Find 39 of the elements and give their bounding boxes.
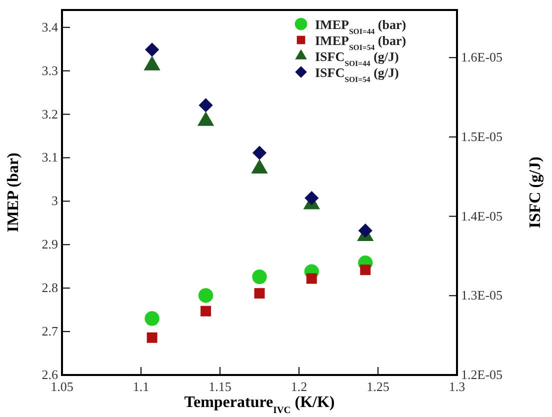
point (306, 273, 317, 284)
y2-tick-label: 1.5E-05 (461, 128, 503, 144)
y-axis-title: IMEP (bar) (5, 152, 22, 232)
point (200, 306, 212, 316)
point (198, 98, 213, 112)
y-tick-label: 3 (52, 193, 58, 208)
x-tick-label: 1.15 (208, 379, 232, 394)
legend-label: ISFC$_{SOI=54}$ (g/J) (315, 65, 399, 84)
x-tick-label: 1.1 (132, 379, 150, 394)
legend-label: IMEP$_{SOI=44}$ (bar) (315, 17, 406, 36)
y-tick-label: 2.6 (42, 367, 58, 382)
y-tick-label: 2.8 (42, 280, 58, 296)
x-tick-label: 1.3 (448, 379, 466, 394)
point (360, 264, 371, 276)
y2-tick-label: 1.6E-05 (461, 50, 503, 65)
point (251, 159, 268, 174)
y2-tick-label: 1.4E-05 (461, 208, 503, 224)
x-tick-label: 1.25 (366, 379, 390, 394)
y-tick-label: 3.3 (42, 62, 58, 78)
point (144, 311, 160, 326)
y-tick-label: 3.2 (42, 106, 58, 122)
legend-label: ISFC$_{SOI=44}$ (g/J) (315, 49, 399, 68)
point (254, 288, 265, 299)
y-tick-label: 3.1 (42, 150, 58, 165)
point (144, 42, 160, 57)
point (252, 146, 267, 160)
x-tick-label: 1.2 (290, 379, 308, 394)
y-tick-label: 2.9 (42, 236, 58, 252)
x-tick-label: 1.05 (50, 379, 74, 394)
y2-axis-title: ISFC (g/J) (527, 156, 544, 228)
y-tick-label: 3.4 (42, 19, 58, 34)
point (252, 269, 267, 284)
y-tick-label: 2.7 (42, 324, 58, 339)
y2-tick-label: 1.3E-05 (461, 288, 503, 303)
y2-tick-label: 1.2E-05 (461, 367, 503, 382)
x-axis-title: Temperature$_{IVC}$ (K/K) (184, 394, 335, 416)
legend-label: IMEP$_{SOI=54}$ (bar) (315, 33, 406, 52)
point (146, 332, 158, 343)
point (198, 288, 214, 303)
